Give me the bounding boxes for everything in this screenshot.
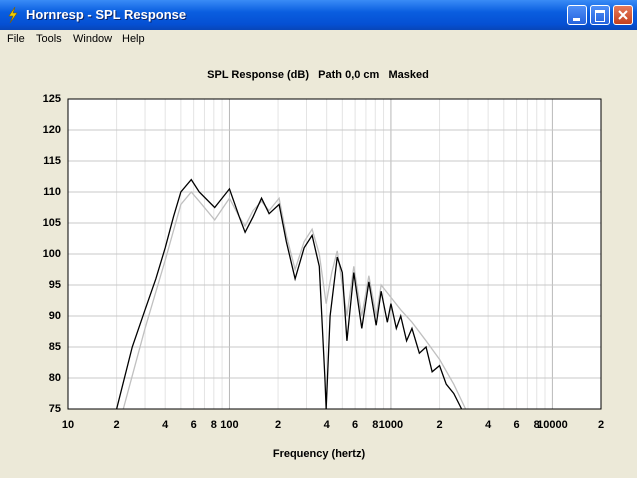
x-tick-label: 2: [114, 419, 120, 431]
data-line: [122, 190, 467, 409]
y-tick-label: 120: [43, 124, 61, 136]
x-tick-label: 8: [372, 419, 378, 431]
x-tick-label: 8: [211, 419, 217, 431]
x-tick-label: 1000: [379, 419, 403, 431]
x-tick-label: 2: [436, 419, 442, 431]
y-tick-label: 110: [43, 186, 61, 198]
app-icon: [8, 7, 18, 23]
maximize-button[interactable]: [590, 5, 610, 25]
minimize-button[interactable]: [567, 5, 587, 25]
x-tick-label: 10000: [537, 419, 568, 431]
y-tick-label: 95: [49, 279, 61, 291]
window-title: Hornresp - SPL Response: [26, 7, 187, 22]
data-line: [115, 178, 463, 409]
x-tick-label: 100: [220, 419, 238, 431]
menu-item[interactable]: File: [7, 33, 25, 45]
x-tick-label: 4: [162, 419, 169, 431]
x-tick-label: 6: [514, 419, 520, 431]
y-tick-label: 125: [43, 93, 61, 105]
y-tick-label: 105: [43, 217, 61, 229]
menu-item[interactable]: Help: [122, 33, 145, 45]
x-tick-label: 4: [324, 419, 331, 431]
y-tick-label: 90: [49, 310, 61, 322]
y-tick-label: 75: [49, 403, 61, 415]
y-tick-label: 80: [49, 372, 61, 384]
x-tick-label: 6: [191, 419, 197, 431]
close-button[interactable]: [613, 5, 633, 25]
x-tick-label: 8: [534, 419, 540, 431]
plot-border: [67, 98, 602, 410]
y-tick-label: 115: [43, 155, 61, 167]
y-tick-label: 85: [49, 341, 61, 353]
x-tick-label: 6: [352, 419, 358, 431]
menu-item[interactable]: Tools: [36, 33, 62, 45]
x-tick-label: 4: [485, 419, 492, 431]
x-tick-label: 10: [62, 419, 74, 431]
menu-bar: File Tools Window Help: [0, 30, 637, 49]
x-axis-label: Frequency (hertz): [273, 448, 366, 460]
x-tick-label: 2: [275, 419, 281, 431]
title-bar: Hornresp - SPL Response: [0, 0, 637, 30]
x-tick-label: 2: [598, 419, 604, 431]
y-tick-label: 100: [43, 248, 61, 260]
menu-item[interactable]: Window: [73, 33, 113, 45]
chart-title: SPL Response (dB) Path 0,0 cm Masked: [207, 69, 429, 81]
